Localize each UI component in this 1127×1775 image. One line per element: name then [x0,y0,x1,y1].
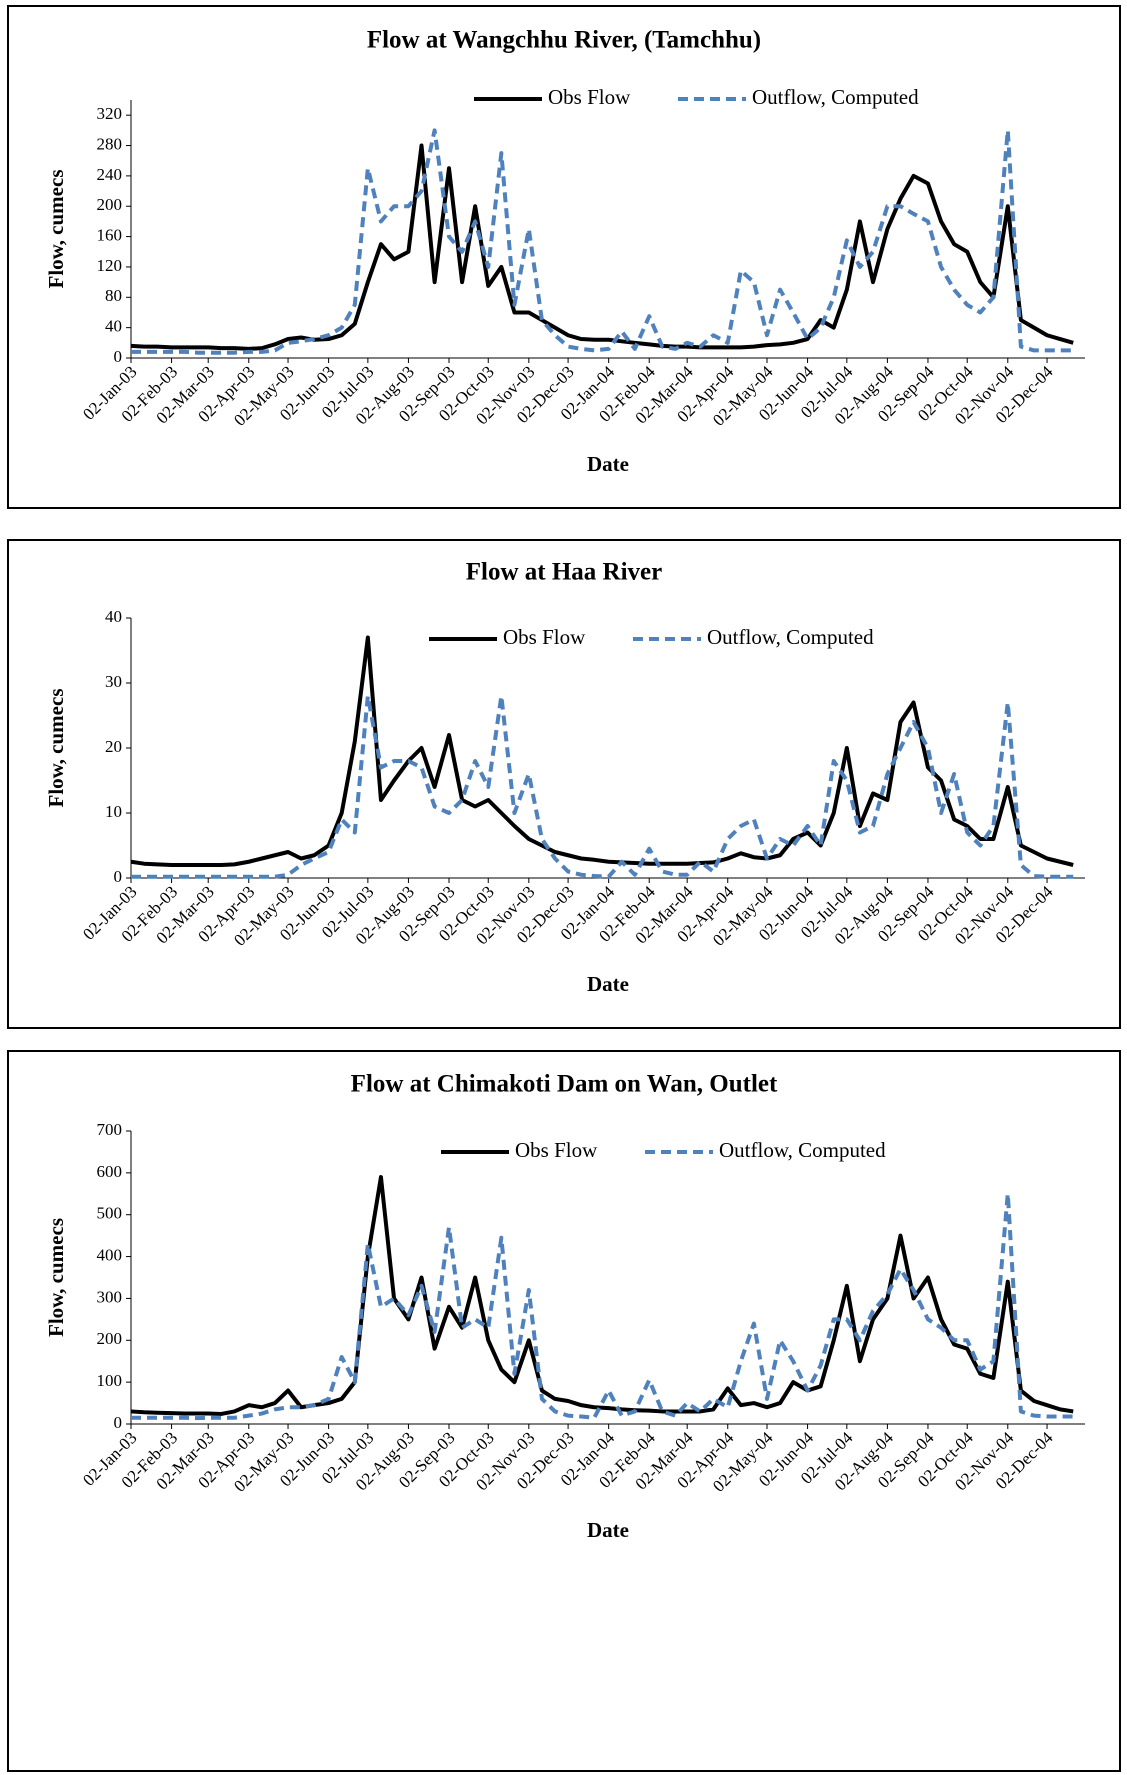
y-tick-label: 0 [114,347,123,366]
y-tick-label: 0 [114,867,123,886]
y-tick-label: 200 [97,195,123,214]
y-tick-label: 100 [97,1371,123,1390]
y-tick-label: 120 [97,256,123,275]
y-tick-label: 160 [97,225,123,244]
y-tick-label: 80 [105,286,122,305]
chart-title: Flow at Haa River [466,559,662,586]
series-line [131,694,1074,879]
panel-border [7,1050,1121,1772]
legend-label: Outflow, Computed [752,85,919,109]
series-line [131,1191,1074,1421]
series-line [130,143,1074,351]
legend-label: Outflow, Computed [719,1138,886,1162]
series-line [130,1175,1074,1416]
y-axis-label: Flow, cumecs [44,1218,68,1337]
y-tick-label: 700 [97,1120,123,1139]
x-axis-label: Date [587,452,629,476]
y-tick-label: 240 [97,165,123,184]
y-tick-label: 10 [105,802,122,821]
y-tick-label: 20 [105,737,122,756]
panel-border [7,5,1121,509]
y-tick-label: 500 [97,1204,123,1223]
series-line [131,128,1074,355]
y-tick-label: 600 [97,1162,123,1181]
y-tick-label: 300 [97,1287,123,1306]
chart-title: Flow at Chimakoti Dam on Wan, Outlet [351,1071,778,1098]
legend-label: Obs Flow [515,1138,598,1162]
legend-label: Obs Flow [503,625,586,649]
y-tick-label: 30 [105,672,122,691]
chart-title: Flow at Wangchhu River, (Tamchhu) [367,27,761,54]
panel-border [7,539,1121,1029]
x-axis-label: Date [587,972,629,996]
x-axis-label: Date [587,1518,629,1542]
y-tick-label: 40 [105,317,122,336]
series-line [130,635,1074,867]
y-tick-label: 0 [114,1413,123,1432]
legend-label: Obs Flow [548,85,631,109]
y-axis-label: Flow, cumecs [44,689,68,808]
y-tick-label: 320 [97,104,123,123]
y-tick-label: 200 [97,1329,123,1348]
y-tick-label: 400 [97,1245,123,1264]
y-tick-label: 40 [105,607,122,626]
y-tick-label: 280 [97,134,123,153]
legend-label: Outflow, Computed [707,625,874,649]
y-axis-label: Flow, cumecs [44,170,68,289]
